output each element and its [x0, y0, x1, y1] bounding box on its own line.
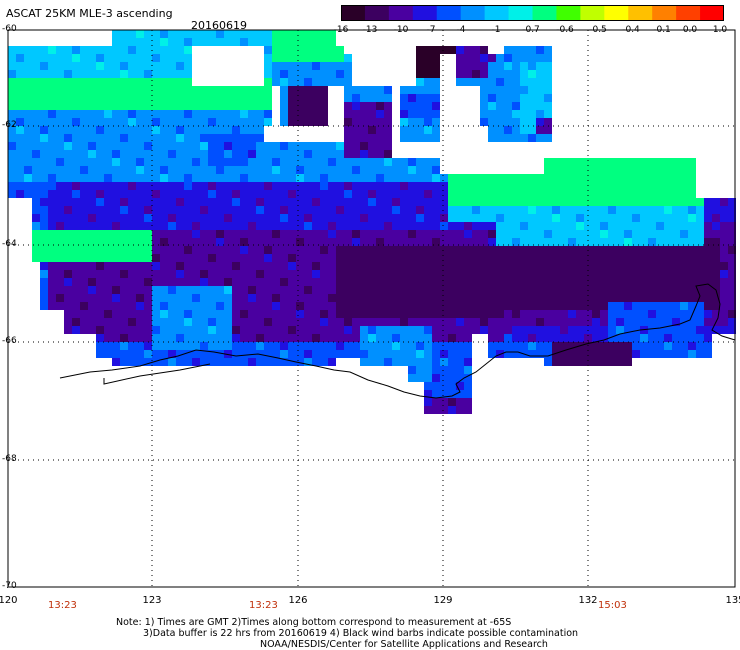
latitude-label: -60 — [2, 24, 17, 34]
latitude-label: -62 — [2, 120, 17, 130]
latitude-label: -70 — [2, 581, 17, 591]
coastline — [59, 283, 736, 399]
colorbar-segment — [676, 5, 701, 21]
colorbar-segment — [628, 5, 653, 21]
colorbar-segment — [580, 5, 605, 21]
latitude-label: -68 — [2, 454, 17, 464]
colorbar-segment — [364, 5, 390, 21]
longitude-label: 129 — [433, 595, 453, 606]
note-line-2: 3)Data buffer is 22 hrs from 20160619 4)… — [143, 628, 579, 639]
colorbar-segment — [652, 5, 677, 21]
colorbar — [341, 5, 724, 21]
colorbar-segment — [388, 5, 414, 21]
note-line-3: NOAA/NESDIS/Center for Satellite Applica… — [260, 639, 548, 650]
colorbar-segment — [556, 5, 581, 21]
longitude-label: 123 — [142, 595, 162, 606]
map-date: 20160619 — [191, 19, 247, 32]
time-label: 15:03 — [598, 600, 627, 611]
colorbar-segment — [412, 5, 438, 21]
colorbar-segment — [532, 5, 557, 21]
coastline-ice-edge — [103, 363, 211, 385]
colorbar-segment — [436, 5, 462, 21]
longitude-label: 120 — [0, 595, 18, 606]
map-title: ASCAT 25KM MLE-3 ascending — [6, 7, 173, 20]
colorbar-segment — [700, 5, 724, 21]
longitude-label: 135 — [725, 595, 740, 606]
colorbar-segment — [508, 5, 533, 21]
latitude-label: -64 — [2, 239, 17, 249]
latitude-label: -66 — [2, 336, 17, 346]
time-label: 13:23 — [48, 600, 77, 611]
longitude-label: 132 — [578, 595, 598, 606]
colorbar-segment — [460, 5, 486, 21]
longitude-label: 126 — [288, 595, 308, 606]
colorbar-segment — [341, 5, 366, 21]
note-line-1: Note: 1) Times are GMT 2)Times along bot… — [116, 617, 512, 628]
time-label: 13:23 — [249, 600, 278, 611]
colorbar-segment — [484, 5, 510, 21]
colorbar-segment — [604, 5, 629, 21]
